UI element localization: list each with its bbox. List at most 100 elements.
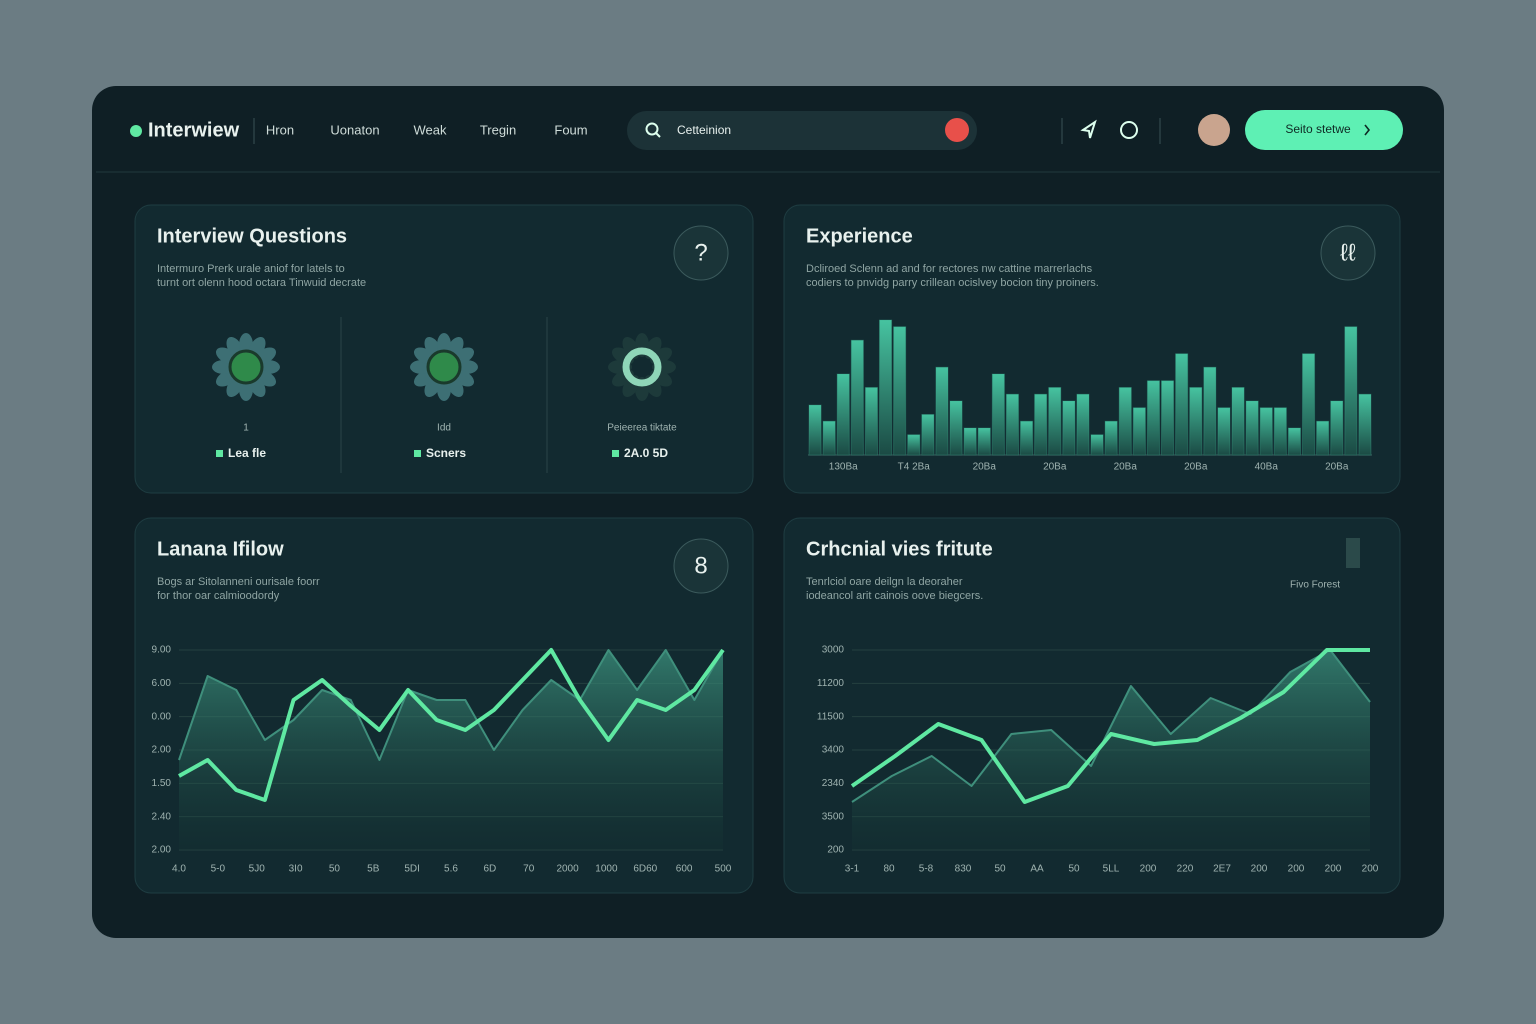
bar — [1020, 420, 1034, 456]
legend-icon — [1346, 538, 1360, 568]
icon-core — [228, 349, 264, 385]
y-tick-label: 2.40 — [152, 811, 172, 822]
y-tick-label: 3400 — [822, 745, 845, 756]
x-tick-label: 50 — [329, 864, 341, 875]
logo-icon — [130, 125, 142, 137]
x-tick-label: T4 2Ba — [898, 462, 931, 473]
x-tick-label: 40Ba — [1255, 462, 1279, 473]
x-tick-label: 5B — [367, 864, 380, 875]
chevron — [1364, 124, 1371, 136]
icon-core — [622, 347, 662, 387]
bar — [893, 326, 907, 456]
bar — [935, 366, 949, 456]
x-tick-label: 5LL — [1103, 864, 1120, 875]
x-tick-label: 500 — [715, 864, 732, 875]
y-tick-label: 11500 — [817, 711, 845, 722]
bar — [963, 427, 977, 456]
badge[interactable] — [673, 538, 729, 594]
x-tick-label: 20Ba — [1325, 462, 1349, 473]
badge[interactable] — [1320, 225, 1376, 281]
panel-description: Bogs ar Sitolanneni ourisale foorr — [157, 576, 320, 588]
x-tick-label: 20Ba — [973, 462, 997, 473]
y-tick-label: 6.00 — [152, 678, 172, 689]
badge-label: ℓℓ — [1340, 239, 1356, 266]
bar — [1034, 393, 1048, 456]
x-tick-label: 6D60 — [633, 864, 657, 875]
cta-button[interactable] — [1245, 110, 1403, 150]
bar — [907, 434, 921, 456]
icon-core — [426, 349, 462, 385]
x-tick-label: 200 — [1288, 864, 1305, 875]
bar — [1146, 380, 1161, 456]
x-tick-label: 200 — [1325, 864, 1342, 875]
x-tick-label: 220 — [1177, 864, 1194, 875]
alert-icon[interactable] — [945, 118, 969, 142]
y-tick-label: 2.00 — [152, 745, 172, 756]
y-tick-label: 2340 — [822, 778, 845, 789]
y-tick-label: 2.00 — [152, 845, 172, 856]
x-tick-label: 20Ba — [1184, 462, 1208, 473]
x-tick-label: 200 — [1251, 864, 1268, 875]
line — [851, 649, 1371, 803]
item-caption: 1 — [243, 423, 249, 434]
bar — [1189, 387, 1203, 456]
search-box[interactable] — [627, 111, 977, 150]
y-tick-label: 11200 — [817, 678, 845, 689]
line — [850, 648, 1370, 804]
bar — [1161, 380, 1175, 456]
item-caption: Idd — [437, 423, 451, 434]
settings-icon[interactable] — [1120, 121, 1138, 139]
panels: Interview Questions Intermuro Prerk urale… — [134, 204, 1401, 894]
bar — [1203, 366, 1217, 456]
bar — [1245, 400, 1259, 456]
x-tick-label: 830 — [955, 864, 972, 875]
bar — [808, 404, 822, 456]
bar — [1287, 427, 1302, 456]
panel-description: Tenrlciol oare deilgn la deoraher — [806, 576, 963, 588]
nav-item[interactable]: Hron — [266, 122, 294, 137]
avatar[interactable] — [1198, 114, 1230, 146]
bar — [921, 414, 935, 456]
bar — [1302, 353, 1316, 456]
x-tick-label: 20Ba — [1114, 462, 1138, 473]
area — [179, 650, 723, 850]
bar — [1005, 393, 1020, 456]
nav-item[interactable]: Weak — [414, 122, 447, 137]
area — [852, 650, 1370, 850]
line — [178, 649, 724, 761]
x-tick-label: 130Ba — [829, 462, 858, 473]
x-tick-label: 2000 — [556, 864, 579, 875]
item-dot — [216, 450, 223, 457]
item-caption: Peieerea tiktate — [607, 423, 677, 434]
item-label: 2A.0 5D — [624, 446, 668, 460]
badge-label: 8 — [694, 552, 707, 579]
bar — [1316, 420, 1330, 456]
x-tick-label: 2E7 — [1213, 864, 1231, 875]
x-tick-label: 200 — [1362, 864, 1379, 875]
bar — [1344, 326, 1358, 456]
item-dot — [414, 450, 421, 457]
panel-description: iodeancol arit cainois oove biegcers. — [806, 590, 983, 602]
bar — [1118, 387, 1132, 456]
bar — [991, 373, 1005, 456]
bar — [1076, 393, 1090, 456]
send-icon[interactable] — [1080, 119, 1097, 139]
cta-label: Seito stetwe — [1285, 122, 1351, 136]
x-tick-label: 5-8 — [919, 864, 934, 875]
bar — [977, 427, 991, 456]
x-tick-label: AA — [1030, 864, 1044, 875]
nav-item[interactable]: Foum — [554, 122, 587, 137]
bar — [850, 339, 864, 456]
panel-description: turnt ort olenn hood octara Tinwuid decr… — [157, 277, 366, 289]
bar — [1090, 434, 1104, 456]
y-tick-label: 1.50 — [152, 778, 172, 789]
bar — [1330, 400, 1344, 456]
item-label: Lea fle — [228, 446, 266, 460]
nav-item[interactable]: Tregin — [480, 122, 516, 137]
panel-title: Experience — [806, 225, 913, 247]
search-text: Cetteinion — [677, 123, 731, 137]
item-dot — [612, 450, 619, 457]
badge[interactable] — [673, 225, 729, 281]
nav-item[interactable]: Uonaton — [330, 122, 379, 137]
